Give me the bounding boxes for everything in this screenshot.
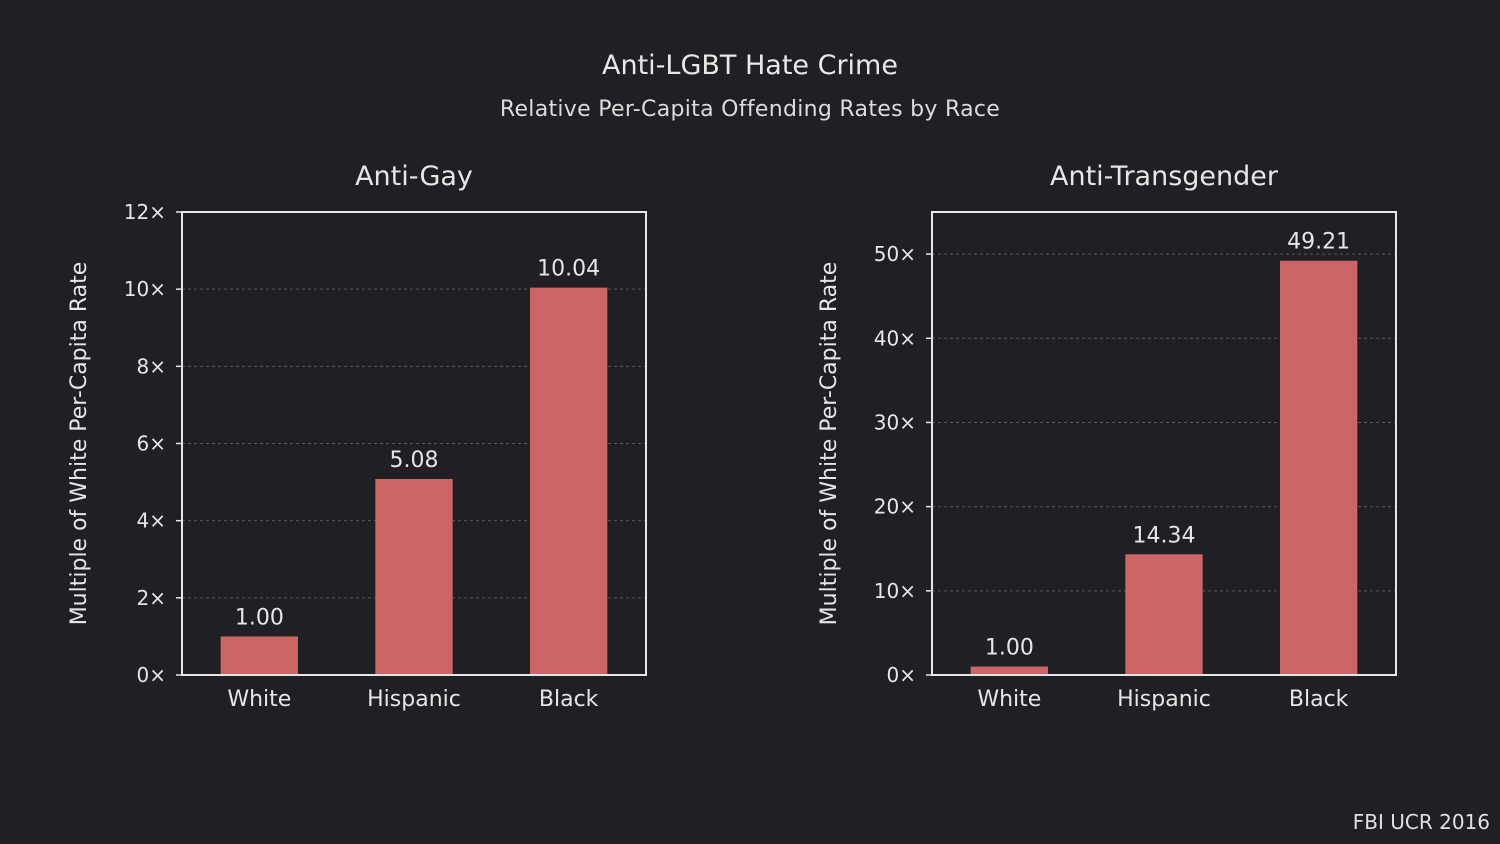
chart-title: Anti-Transgender <box>1050 161 1279 192</box>
chart-title: Anti-Gay <box>355 161 473 192</box>
source-note: FBI UCR 2016 <box>1352 810 1490 834</box>
y-tick-label: 6× <box>137 432 166 456</box>
chart-anti-transgender: 1.00 White 14.34 Hispanic 49.21 Black 0× 10× 20×… <box>817 161 1397 712</box>
x-tick-label: White <box>227 687 291 712</box>
page-title: Anti-LGBT Hate Crime <box>602 50 898 81</box>
page-subtitle: Relative Per-Capita Offending Rates by R… <box>499 97 1001 122</box>
x-tick-label: White <box>977 687 1041 712</box>
y-axis-label: Multiple of White Per-Capita Rate <box>67 262 92 626</box>
plot-frame <box>931 211 1397 676</box>
bar-black <box>1280 260 1358 675</box>
bar-hispanic <box>375 478 453 675</box>
bar-white <box>220 636 298 675</box>
x-tick-label: Hispanic <box>367 687 461 712</box>
x-tick-label: Black <box>539 687 599 712</box>
y-tick-label: 10× <box>124 277 166 301</box>
value-label: 14.34 <box>1133 523 1196 548</box>
value-label: 1.00 <box>985 636 1034 661</box>
y-tick-label: 2× <box>137 586 166 610</box>
y-axis-label: Multiple of White Per-Capita Rate <box>817 262 842 626</box>
y-tick-label: 12× <box>124 200 166 224</box>
value-label: 10.04 <box>537 257 600 282</box>
chart-anti-gay: 1.00 White 5.08 Hispanic 10.04 Black 0× 2× 4× 6× 8… <box>67 161 647 712</box>
value-label: 1.00 <box>235 605 284 630</box>
bar-hispanic <box>1125 554 1203 675</box>
y-tick-label: 4× <box>137 509 166 533</box>
y-tick-label: 0× <box>137 663 166 687</box>
y-tick-label: 40× <box>874 326 916 350</box>
x-tick-label: Hispanic <box>1117 687 1211 712</box>
value-label: 5.08 <box>390 448 439 473</box>
bar-black <box>530 287 608 675</box>
bar-white <box>970 666 1048 675</box>
y-tick-label: 20× <box>874 495 916 519</box>
y-tick-label: 8× <box>137 354 166 378</box>
y-tick-label: 10× <box>874 579 916 603</box>
y-tick-label: 50× <box>874 242 916 266</box>
y-tick-label: 0× <box>887 663 916 687</box>
y-tick-label: 30× <box>874 410 916 434</box>
x-tick-label: Black <box>1289 687 1349 712</box>
value-label: 49.21 <box>1287 230 1350 255</box>
